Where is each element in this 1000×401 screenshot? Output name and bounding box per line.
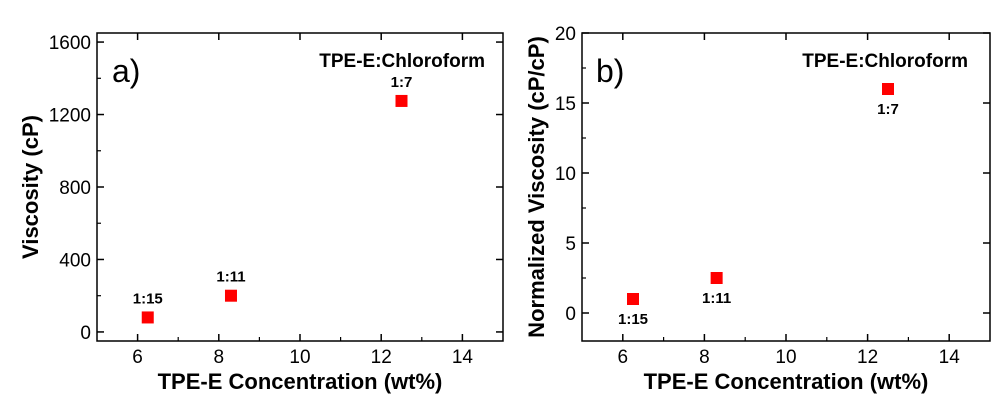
y-tick-label: 800	[59, 178, 91, 199]
plot-frame	[581, 32, 991, 342]
y-tick-label: 1600	[49, 33, 91, 54]
panel-label: a)	[112, 53, 140, 89]
x-tick-label: 10	[775, 347, 796, 368]
chart-panel-1: 6 8 10 12 14 0 5 10 15 20 TPE-E Concentration (wt%…	[524, 24, 991, 394]
data-point	[224, 289, 237, 302]
x-axis-label: TPE-E Concentration (wt%)	[158, 369, 443, 394]
data-point-label: 1:7	[391, 74, 413, 91]
data-point-label: 1:7	[877, 101, 899, 118]
data-point	[710, 272, 723, 284]
x-tick-label: 6	[132, 347, 143, 368]
data-point-label: 1:15	[133, 290, 163, 307]
data-point	[141, 311, 154, 324]
panel-label: b)	[596, 53, 624, 89]
data-point	[395, 94, 408, 107]
y-tick-label: 5	[565, 234, 576, 255]
y-tick-label: 10	[555, 164, 576, 185]
series-annotation: TPE-E:Chloroform	[802, 51, 968, 72]
y-tick-label: 0	[565, 304, 576, 325]
x-tick-label: 8	[699, 347, 710, 368]
data-point	[882, 83, 894, 95]
data-point-label: 1:11	[216, 269, 245, 286]
y-axis-label: Normalized Viscosity (cP/cP)	[524, 36, 549, 338]
y-tick-label: 15	[555, 94, 576, 115]
x-tick-label: 14	[939, 347, 961, 368]
x-tick-label: 10	[289, 347, 310, 368]
data-point-label: 1:15	[618, 311, 648, 328]
x-axis-label: TPE-E Concentration (wt%)	[644, 369, 929, 394]
x-tick-label: 12	[857, 347, 878, 368]
y-tick-label: 1200	[49, 106, 91, 127]
data-point	[627, 293, 639, 305]
y-tick-label: 0	[80, 323, 91, 344]
x-tick-label: 8	[214, 347, 225, 368]
series-annotation: TPE-E:Chloroform	[319, 51, 485, 72]
y-tick-label: 20	[555, 24, 576, 45]
chart-panel-0: 6 8 10 12 14 0 400 800 1200 1600 TPE-E Concentrati…	[18, 32, 504, 394]
x-tick-label: 14	[452, 347, 474, 368]
data-point-label: 1:11	[702, 290, 731, 307]
y-tick-label: 400	[59, 250, 91, 271]
x-tick-label: 12	[371, 347, 392, 368]
x-tick-label: 6	[618, 347, 629, 368]
y-axis-label: Viscosity (cP)	[18, 115, 43, 259]
